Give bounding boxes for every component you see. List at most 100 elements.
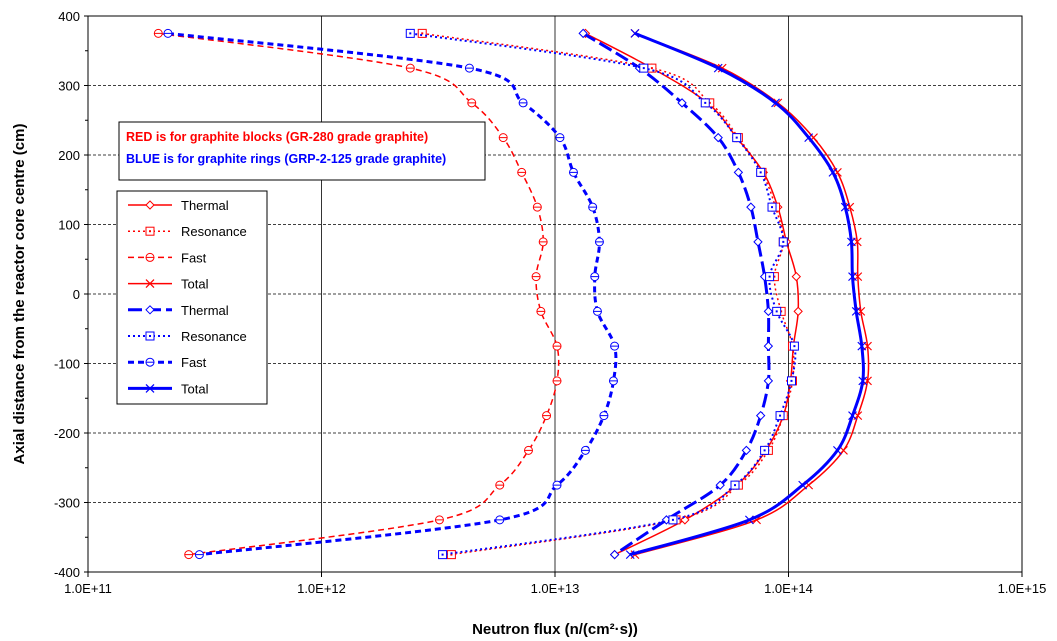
legend-item: Total [128, 277, 209, 292]
data-point [467, 98, 477, 108]
legend-label: Thermal [181, 198, 229, 213]
data-point [405, 63, 415, 73]
legend-marker [145, 331, 155, 341]
legend-label: Total [181, 277, 209, 292]
data-point [775, 411, 785, 421]
series-line [582, 32, 771, 556]
legend-item: Fast [128, 355, 207, 370]
annotation-text: BLUE is for graphite rings (GRP-2-125 gr… [126, 152, 446, 166]
x-tick-label: 1.0E+15 [998, 581, 1047, 596]
data-point [733, 167, 744, 178]
series-line [410, 32, 797, 556]
data-point [793, 306, 803, 317]
annotation-frame [118, 121, 486, 181]
data-point [744, 515, 754, 525]
series-line [167, 31, 618, 557]
legend-frame [116, 190, 268, 405]
series-fast-red [153, 28, 562, 560]
legend-marker [145, 279, 155, 289]
data-point [590, 272, 600, 282]
data-point [848, 272, 857, 282]
data-point [609, 549, 620, 560]
data-point [184, 550, 194, 560]
data-point [763, 376, 774, 386]
data-point [592, 306, 602, 316]
legend-label: Total [181, 381, 209, 396]
data-point [608, 376, 618, 386]
data-point [756, 167, 766, 177]
data-point [791, 271, 802, 282]
data-point [730, 480, 740, 490]
data-point [498, 133, 508, 143]
x-tick-label: 1.0E+12 [297, 581, 346, 596]
data-point [495, 515, 505, 525]
data-point [789, 341, 799, 351]
data-point [858, 376, 868, 386]
data-point [772, 306, 782, 316]
data-point [536, 306, 546, 316]
y-tick-label: -200 [54, 426, 80, 441]
legend-marker [145, 226, 155, 236]
legend-marker [145, 383, 155, 393]
data-point [804, 133, 814, 143]
data-point [495, 480, 505, 490]
data-point [594, 237, 604, 247]
annotation-box: RED is for graphite blocks (GR-280 grade… [118, 121, 486, 181]
data-point [542, 411, 552, 421]
data-point [630, 28, 640, 38]
series-layer [153, 28, 872, 560]
data-point [531, 272, 541, 282]
legend: Thermal Resonance Fast Total Thermal Resonanc… [116, 190, 268, 405]
x-tick-label: 1.0E+13 [531, 581, 580, 596]
data-point [517, 167, 527, 177]
data-point [518, 98, 528, 108]
y-tick-label: 400 [58, 9, 80, 24]
data-point [438, 550, 448, 560]
data-point [713, 132, 723, 143]
legend-marker [145, 252, 155, 262]
data-point [523, 445, 533, 455]
y-tick-label: 100 [58, 218, 80, 233]
data-point [763, 306, 774, 317]
annotation-text: RED is for graphite blocks (GR-280 grade… [126, 130, 428, 144]
data-point [763, 341, 774, 351]
legend-item: Resonance [128, 329, 247, 344]
data-point [434, 515, 444, 525]
y-tick-label: -100 [54, 357, 80, 372]
data-point [568, 167, 578, 177]
data-point [840, 202, 850, 212]
data-point [771, 98, 780, 108]
data-point [647, 63, 657, 73]
x-tick-label: 1.0E+14 [764, 581, 813, 596]
data-point [538, 237, 548, 247]
legend-label: Fast [181, 355, 207, 370]
data-point [639, 63, 649, 73]
data-point [848, 411, 857, 421]
data-point [778, 237, 788, 247]
data-point [828, 167, 838, 177]
data-point [741, 445, 752, 456]
data-point [153, 28, 163, 38]
data-point [599, 411, 609, 421]
y-tick-label: -300 [54, 496, 80, 511]
data-point [446, 550, 456, 560]
y-axis-title: Axial distance from the reactor core cen… [11, 124, 28, 465]
data-point [851, 306, 861, 316]
data-point [832, 445, 842, 455]
data-point [798, 480, 808, 490]
y-tick-label: 300 [58, 79, 80, 94]
data-point [532, 202, 542, 212]
legend-label: Thermal [181, 303, 229, 318]
data-point [700, 98, 710, 108]
data-point [580, 445, 590, 455]
data-point [464, 63, 474, 73]
x-tick-label: 1.0E+11 [64, 581, 112, 596]
legend-label: Resonance [181, 329, 247, 344]
legend-item: Thermal [128, 303, 229, 318]
data-point [610, 341, 620, 351]
data-point [765, 272, 775, 282]
data-point [552, 341, 562, 351]
data-point [786, 376, 796, 386]
